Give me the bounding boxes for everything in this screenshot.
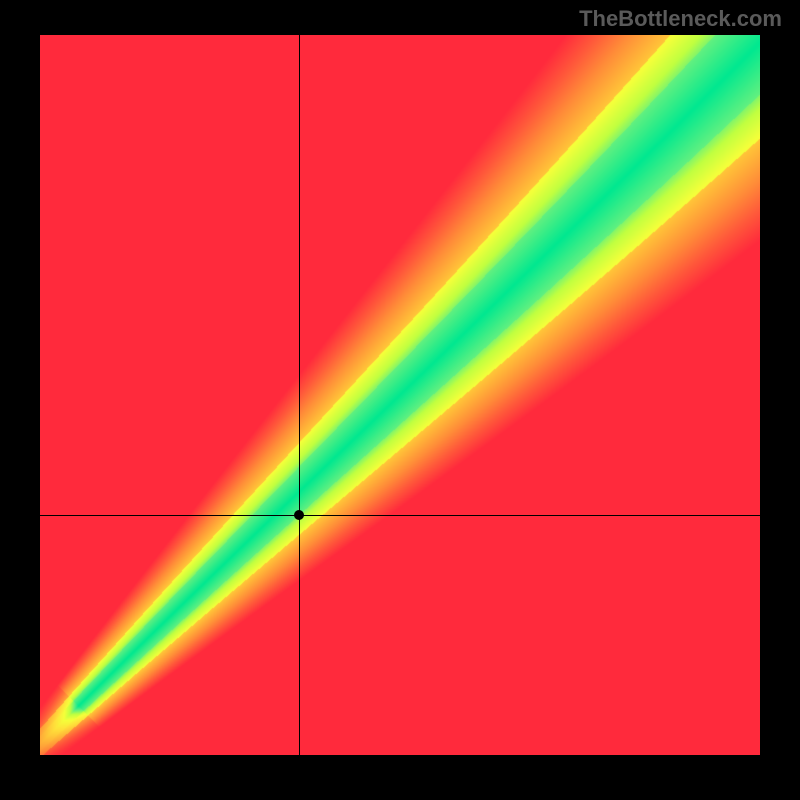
heatmap-canvas [40, 35, 760, 755]
crosshair-marker [294, 510, 304, 520]
watermark-text: TheBottleneck.com [579, 6, 782, 32]
bottleneck-heatmap [40, 35, 760, 755]
crosshair-horizontal [40, 515, 760, 516]
crosshair-vertical [299, 35, 300, 755]
